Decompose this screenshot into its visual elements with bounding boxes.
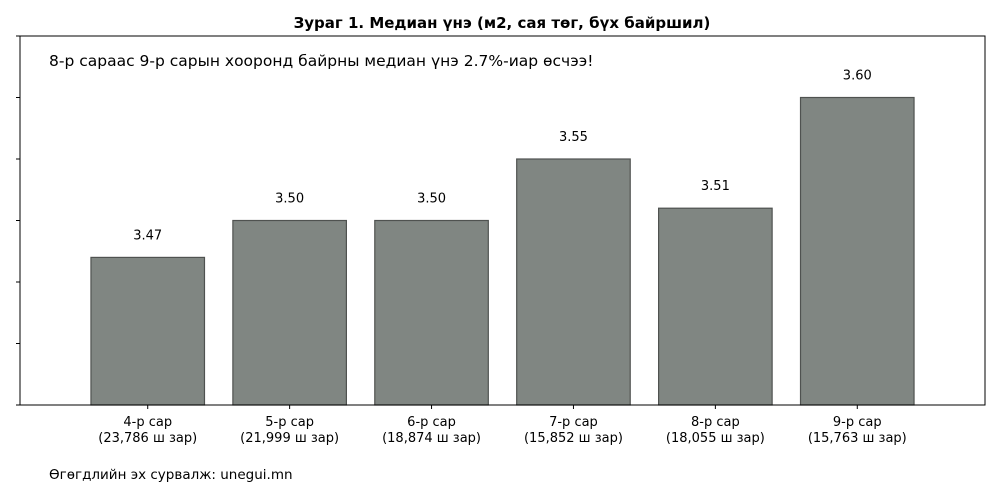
x-tick-label-month: 5-р сар <box>265 415 314 430</box>
x-tick-label-listings: (18,055 ш зар) <box>666 431 765 446</box>
value-labels: 3.47 3.50 3.50 3.55 3.51 3.60 <box>133 69 872 244</box>
chart-title: Зураг 1. Медиан үнэ (м2, сая төг, бүх ба… <box>294 14 711 32</box>
bar-value-label: 3.60 <box>843 69 872 84</box>
bar-value-label: 3.50 <box>275 192 304 207</box>
y-axis-ticks <box>16 35 20 406</box>
bar <box>232 219 347 406</box>
x-tick-label-month: 4-р сар <box>123 415 172 430</box>
data-source-note: Өгөгдлийн эх сурвалж: unegui.mn <box>49 467 293 483</box>
bar <box>658 207 773 406</box>
chart-annotation: 8-р сараас 9-р сарын хооронд байрны меди… <box>49 52 593 70</box>
x-tick-label-month: 9-р сар <box>833 415 882 430</box>
x-tick-label-listings: (18,874 ш зар) <box>382 431 481 446</box>
bar-value-label: 3.50 <box>417 192 446 207</box>
plot-frame <box>19 35 986 406</box>
x-axis-ticks: 4-р сар(23,786 ш зар) 5-р сар(21,999 ш за… <box>98 405 907 446</box>
x-tick-label-listings: (21,999 ш зар) <box>240 431 339 446</box>
bar <box>799 96 915 406</box>
x-tick-label-listings: (23,786 ш зар) <box>98 431 197 446</box>
bar <box>516 158 631 406</box>
bar-value-label: 3.55 <box>559 130 588 145</box>
x-tick-label-listings: (15,763 ш зар) <box>808 431 907 446</box>
x-tick-label-month: 8-р сар <box>691 415 740 430</box>
x-tick-label-month: 7-р сар <box>549 415 598 430</box>
bar <box>90 256 206 406</box>
bar-value-label: 3.51 <box>701 179 730 194</box>
x-tick-label-month: 6-р сар <box>407 415 456 430</box>
x-tick-label-listings: (15,852 ш зар) <box>524 431 623 446</box>
bar <box>374 219 489 406</box>
bars <box>90 96 915 406</box>
bar-value-label: 3.47 <box>133 228 162 243</box>
